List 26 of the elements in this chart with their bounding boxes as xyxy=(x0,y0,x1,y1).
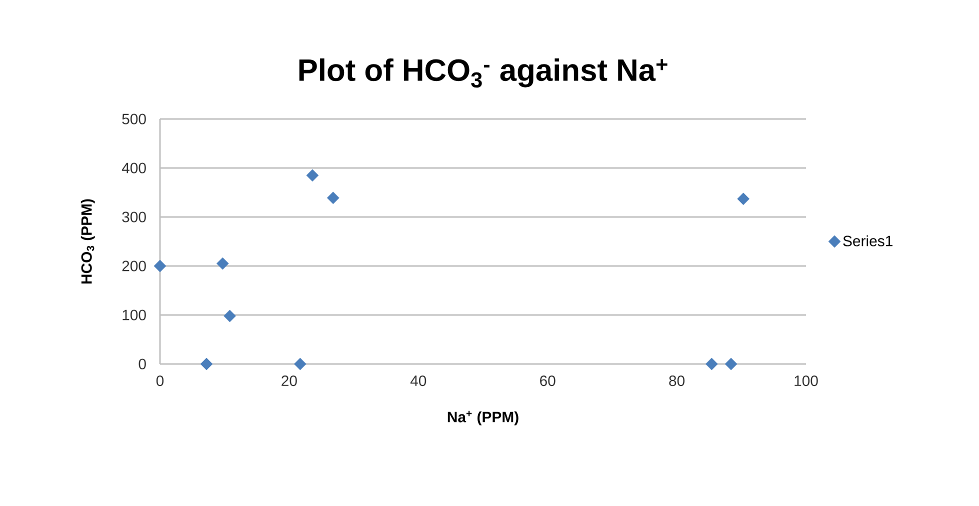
x-tick-label: 20 xyxy=(282,375,297,386)
point xyxy=(294,358,306,370)
legend-label: Series1 xyxy=(843,235,892,246)
point xyxy=(724,358,738,370)
point xyxy=(306,169,319,182)
y-tick-label: 200 xyxy=(122,260,146,272)
y-tick-label: 100 xyxy=(122,310,146,320)
y-axis-title: HCO$_{3}$ (PPM) xyxy=(80,199,95,284)
y-tick-label: 300 xyxy=(122,212,146,222)
x-axis-title: Na$^{+}$ (PPM) xyxy=(448,410,518,426)
point xyxy=(154,260,166,272)
x-tick-label: 0 xyxy=(156,375,164,386)
point xyxy=(706,358,718,370)
chart-title: Plot of HCO$_{3}$$^{-}$ against Na$^{+}$ xyxy=(299,58,668,88)
x-tick-label: 40 xyxy=(410,375,426,386)
y-tick-label: 400 xyxy=(122,162,146,174)
point xyxy=(737,192,750,206)
x-tick-label: 100 xyxy=(794,375,818,386)
point xyxy=(216,257,229,270)
point xyxy=(326,192,340,204)
y-tick-label: 0 xyxy=(138,358,146,370)
x-tick-label: 80 xyxy=(669,375,685,386)
x-tick-label: 60 xyxy=(540,375,556,386)
y-tick-label: 500 xyxy=(122,114,146,124)
point xyxy=(200,358,213,370)
point xyxy=(224,310,236,322)
